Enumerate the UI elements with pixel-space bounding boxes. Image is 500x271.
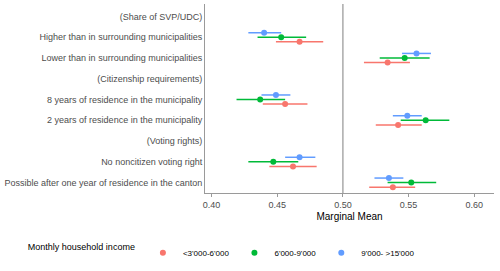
svg-text:0.45: 0.45 — [268, 200, 286, 210]
svg-text:0.55: 0.55 — [400, 200, 418, 210]
svg-text:Higher than in surrounding mun: Higher than in surrounding municipalitie… — [40, 32, 203, 42]
svg-text:(Citizenship requirements): (Citizenship requirements) — [97, 74, 202, 84]
svg-text:Lower than in surrounding muni: Lower than in surrounding municipalities — [42, 53, 203, 63]
svg-text:9'000- >15'000: 9'000- >15'000 — [361, 249, 414, 258]
svg-text:8 years of residence in the mu: 8 years of residence in the municipality — [47, 95, 203, 105]
svg-text:2 years of residence in the mu: 2 years of residence in the municipality — [47, 115, 203, 125]
svg-text:Marginal Mean: Marginal Mean — [316, 211, 382, 222]
svg-text:Possible after one year of res: Possible after one year of residence in … — [5, 178, 203, 188]
svg-text:No noncitizen voting right: No noncitizen voting right — [101, 157, 203, 167]
svg-text:0.50: 0.50 — [334, 200, 352, 210]
svg-text:6'000-9'000: 6'000-9'000 — [274, 249, 316, 258]
svg-text:(Voting rights): (Voting rights) — [147, 136, 203, 146]
svg-text:(Share of SVP/UDC): (Share of SVP/UDC) — [120, 12, 203, 22]
svg-text:0.60: 0.60 — [466, 200, 484, 210]
svg-text:0.40: 0.40 — [203, 200, 221, 210]
svg-text:<3'000-6'000: <3'000-6'000 — [183, 249, 230, 258]
svg-text:Monthly household income: Monthly household income — [28, 242, 135, 252]
